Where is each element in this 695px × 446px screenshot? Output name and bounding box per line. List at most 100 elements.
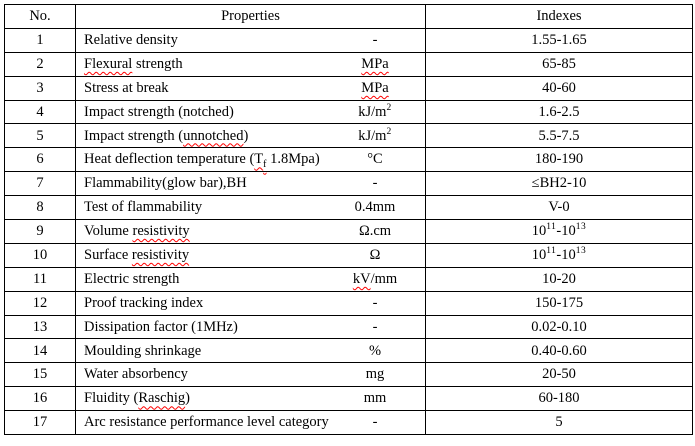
- index-value: 5: [425, 410, 693, 436]
- table-row: 2 Flexural strength MPa 65-85: [4, 51, 693, 77]
- index-value: 0.40-0.60: [425, 338, 693, 364]
- row-number: 17: [4, 410, 76, 436]
- property-cell: Impact strength (unnotched) kJ/m2: [75, 123, 426, 149]
- row-number: 4: [4, 99, 76, 125]
- index-value: 150-175: [425, 290, 693, 316]
- property-name: Heat deflection temperature (Tf 1.8Mpa): [84, 151, 320, 171]
- property-layout: Arc resistance performance level categor…: [84, 414, 421, 431]
- property-layout: Test of flammability 0.4mm: [84, 199, 421, 216]
- table-row: 7 Flammability(glow bar),BH - ≤BH2-10: [4, 171, 693, 197]
- property-layout: Impact strength (notched) kJ/m2: [84, 102, 421, 121]
- property-layout: Moulding shrinkage %: [84, 343, 421, 360]
- property-cell: Electric strength kV/mm: [75, 266, 426, 292]
- table-row: 1 Relative density - 1.55-1.65: [4, 27, 693, 53]
- table-row: 3 Stress at break MPa 40-60: [4, 75, 693, 101]
- index-value: 40-60: [425, 75, 693, 101]
- property-unit: kJ/m2: [358, 102, 392, 120]
- table-row: 11 Electric strength kV/mm 10-20: [4, 266, 693, 292]
- property-unit: MPa: [361, 55, 389, 72]
- property-unit: %: [368, 342, 382, 359]
- table-row: 9 Volume resistivity Ω.cm 1011-1013: [4, 219, 693, 244]
- table-body: 1 Relative density - 1.55-1.65 2 Flexura…: [4, 27, 693, 436]
- table-row: 10 Surface resistivity Ω 1011-1013: [4, 242, 693, 268]
- table-row: 6 Heat deflection temperature (Tf 1.8Mpa…: [4, 147, 693, 173]
- row-number: 6: [4, 147, 76, 173]
- property-unit: kV/mm: [352, 270, 398, 287]
- index-value: 5.5-7.5: [425, 123, 693, 149]
- property-name: Test of flammability: [84, 199, 203, 216]
- property-name: Impact strength (unnotched): [84, 127, 249, 144]
- property-cell: Stress at break MPa: [75, 75, 426, 101]
- property-name: Arc resistance performance level categor…: [84, 414, 329, 431]
- property-name: Volume resistivity: [84, 223, 190, 240]
- property-layout: Surface resistivity Ω: [84, 247, 421, 264]
- index-value: 180-190: [425, 147, 693, 173]
- row-number: 1: [4, 27, 76, 53]
- property-layout: Heat deflection temperature (Tf 1.8Mpa) …: [84, 151, 421, 171]
- index-value: ≤BH2-10: [425, 171, 693, 197]
- property-cell: Flammability(glow bar),BH -: [75, 171, 426, 197]
- property-cell: Dissipation factor (1MHz) -: [75, 314, 426, 340]
- row-number: 9: [4, 219, 76, 244]
- property-cell: Water absorbency mg: [75, 362, 426, 388]
- col-header-no: No.: [4, 4, 76, 29]
- row-number: 11: [4, 266, 76, 292]
- property-unit: °C: [367, 151, 383, 168]
- property-unit: -: [372, 414, 378, 431]
- property-unit: -: [372, 175, 378, 192]
- index-value: 65-85: [425, 51, 693, 77]
- row-number: 14: [4, 338, 76, 364]
- header-row: No. Properties Indexes: [4, 4, 693, 29]
- index-value: 0.02-0.10: [425, 314, 693, 340]
- property-unit: Ω: [369, 247, 381, 264]
- index-value: 1011-1013: [425, 219, 693, 244]
- table-row: 17 Arc resistance performance level cate…: [4, 410, 693, 436]
- property-layout: Relative density -: [84, 32, 421, 49]
- property-cell: Surface resistivity Ω: [75, 242, 426, 268]
- property-cell: Test of flammability 0.4mm: [75, 195, 426, 221]
- property-cell: Heat deflection temperature (Tf 1.8Mpa) …: [75, 147, 426, 173]
- property-cell: Arc resistance performance level categor…: [75, 410, 426, 436]
- table-row: 15 Water absorbency mg 20-50: [4, 362, 693, 388]
- property-name: Proof tracking index: [84, 294, 204, 311]
- table-row: 8 Test of flammability 0.4mm V-0: [4, 195, 693, 221]
- table-row: 12 Proof tracking index - 150-175: [4, 290, 693, 316]
- property-name: Moulding shrinkage: [84, 342, 202, 359]
- property-cell: Impact strength (notched) kJ/m2: [75, 99, 426, 125]
- row-number: 7: [4, 171, 76, 197]
- col-header-properties: Properties: [75, 4, 426, 29]
- property-unit: -: [372, 32, 378, 48]
- property-name: Flexural strength: [84, 55, 183, 72]
- property-name: Dissipation factor (1MHz): [84, 318, 238, 335]
- row-number: 5: [4, 123, 76, 149]
- property-unit: mm: [363, 390, 387, 407]
- property-unit: mg: [365, 366, 385, 383]
- table-row: 5 Impact strength (unnotched) kJ/m2 5.5-…: [4, 123, 693, 149]
- property-layout: Proof tracking index -: [84, 295, 421, 312]
- row-number: 16: [4, 386, 76, 412]
- table-row: 16 Fluidity (Raschig) mm 60-180: [4, 386, 693, 412]
- property-name: Flammability(glow bar),BH: [84, 175, 247, 192]
- property-layout: Electric strength kV/mm: [84, 271, 421, 288]
- row-number: 12: [4, 290, 76, 316]
- table-row: 4 Impact strength (notched) kJ/m2 1.6-2.…: [4, 99, 693, 125]
- row-number: 3: [4, 75, 76, 101]
- row-number: 10: [4, 242, 76, 268]
- property-name: Electric strength: [84, 270, 180, 287]
- property-name: Impact strength (notched): [84, 103, 234, 120]
- property-name: Water absorbency: [84, 366, 188, 383]
- property-cell: Volume resistivity Ω.cm: [75, 219, 426, 244]
- property-layout: Impact strength (unnotched) kJ/m2: [84, 126, 421, 145]
- property-layout: Fluidity (Raschig) mm: [84, 390, 421, 407]
- row-number: 13: [4, 314, 76, 340]
- index-value: 20-50: [425, 362, 693, 388]
- property-name: Fluidity (Raschig): [84, 390, 190, 407]
- property-cell: Flexural strength MPa: [75, 51, 426, 77]
- table-row: 13 Dissipation factor (1MHz) - 0.02-0.10: [4, 314, 693, 340]
- index-value: V-0: [425, 195, 693, 221]
- col-header-indexes: Indexes: [425, 4, 693, 29]
- property-unit: kJ/m2: [358, 126, 392, 144]
- row-number: 8: [4, 195, 76, 221]
- index-value: 10-20: [425, 266, 693, 292]
- property-layout: Dissipation factor (1MHz) -: [84, 319, 421, 336]
